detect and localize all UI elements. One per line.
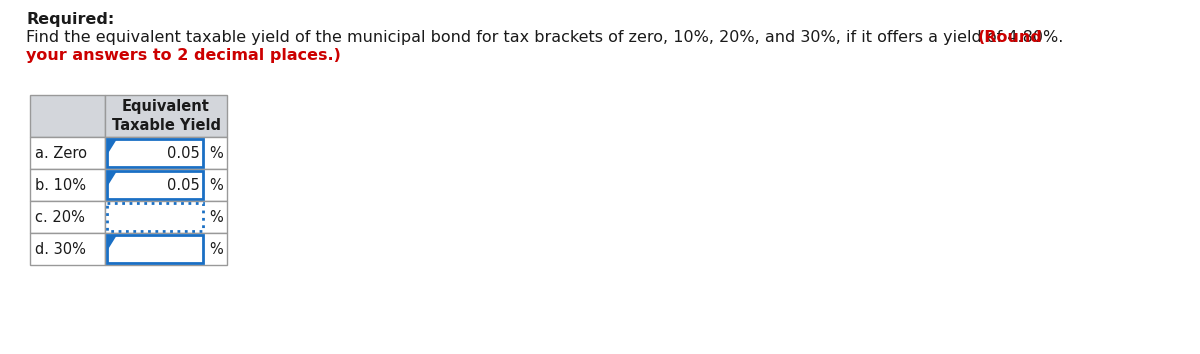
- Bar: [30, 169, 106, 201]
- Text: Equivalent
Taxable Yield: Equivalent Taxable Yield: [112, 99, 221, 133]
- Polygon shape: [107, 171, 118, 187]
- Bar: [30, 137, 106, 169]
- Text: Find the equivalent taxable yield of the municipal bond for tax brackets of zero: Find the equivalent taxable yield of the…: [26, 30, 1068, 45]
- Text: b. 10%: b. 10%: [35, 177, 86, 193]
- Bar: [107, 139, 203, 167]
- Polygon shape: [107, 139, 118, 155]
- Text: your answers to 2 decimal places.): your answers to 2 decimal places.): [26, 48, 341, 63]
- Text: a. Zero: a. Zero: [35, 145, 88, 160]
- Text: 0.05: 0.05: [167, 177, 200, 193]
- Bar: [30, 233, 106, 265]
- Bar: [30, 201, 106, 233]
- Text: Required:: Required:: [26, 12, 114, 27]
- Text: %: %: [209, 210, 223, 224]
- Bar: [106, 95, 227, 137]
- Text: c. 20%: c. 20%: [35, 210, 85, 224]
- Text: d. 30%: d. 30%: [35, 241, 86, 257]
- Polygon shape: [107, 235, 118, 251]
- Bar: [107, 235, 203, 263]
- Bar: [30, 95, 106, 137]
- Text: 0.05: 0.05: [167, 145, 200, 160]
- Bar: [106, 201, 227, 233]
- Text: %: %: [209, 177, 223, 193]
- Text: (Round: (Round: [978, 30, 1043, 45]
- Bar: [107, 203, 203, 231]
- Text: %: %: [209, 241, 223, 257]
- Bar: [106, 169, 227, 201]
- Bar: [106, 233, 227, 265]
- Bar: [106, 137, 227, 169]
- Text: %: %: [209, 145, 223, 160]
- Bar: [107, 171, 203, 199]
